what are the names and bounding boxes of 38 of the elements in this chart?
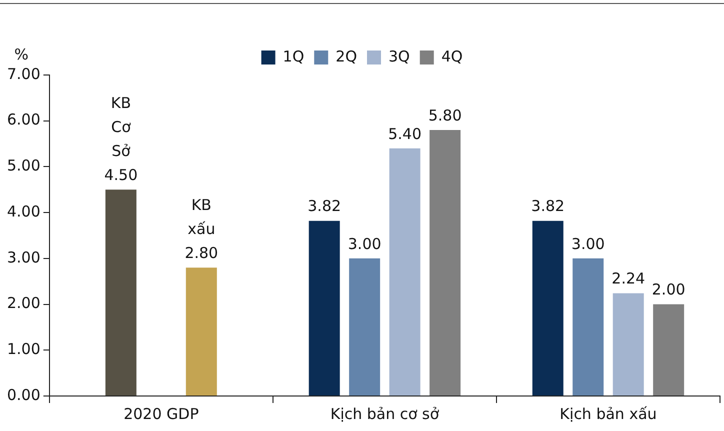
data-label: 3.00 [571, 234, 605, 253]
bar [572, 258, 604, 396]
legend-label: 4Q [441, 47, 463, 66]
x-tick-label: Kịch bản xấu [560, 404, 657, 423]
y-tick-label: 2.00 [6, 294, 40, 312]
data-label: 2.00 [652, 280, 686, 299]
x-tick-label: Kịch bản cơ sở [330, 404, 440, 423]
data-label: 3.82 [308, 197, 342, 216]
bar [532, 220, 564, 396]
bar [653, 304, 684, 396]
data-label: 3.82 [531, 197, 565, 216]
data-label: 5.40 [388, 124, 422, 143]
y-tick-label: 0.00 [6, 386, 40, 404]
y-tick-label: 4.00 [6, 202, 40, 220]
bar [389, 148, 420, 396]
bar [105, 190, 136, 396]
y-tick-label: 5.00 [6, 156, 40, 175]
y-tick-label: 1.00 [6, 340, 40, 358]
bar [430, 130, 461, 396]
legend-label: 3Q [388, 47, 410, 66]
y-tick-label: 3.00 [6, 248, 40, 266]
legend-label: 2Q [336, 47, 358, 66]
y-tick-label: 7.00 [6, 64, 40, 83]
bar [308, 220, 340, 396]
data-label: 4.50 [104, 166, 138, 184]
x-tick-label: 2020 GDP [124, 404, 199, 423]
y-axis-title: % [14, 45, 29, 64]
series-label: KB Cơ Sở [110, 94, 132, 160]
data-label: 2.24 [612, 270, 646, 288]
data-label: 3.00 [348, 234, 382, 253]
bar [186, 268, 217, 396]
bar [612, 293, 644, 396]
bar [349, 258, 380, 396]
y-tick-label: 6.00 [6, 110, 40, 129]
legend-label: 1Q [282, 47, 304, 66]
data-label: 2.80 [184, 244, 218, 262]
series-label: KB xấu [188, 196, 216, 238]
data-label: 5.80 [428, 106, 462, 124]
